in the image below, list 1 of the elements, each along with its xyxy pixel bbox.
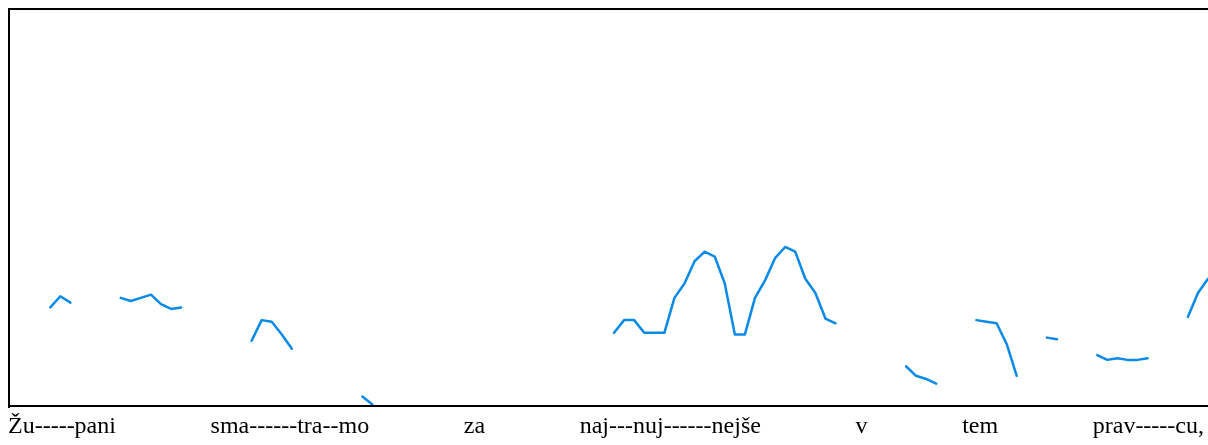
x-axis-title: Žu-----pani sma------tra--mo za naj---nuj------nejše v tem prav-----cu, <box>8 411 1205 440</box>
